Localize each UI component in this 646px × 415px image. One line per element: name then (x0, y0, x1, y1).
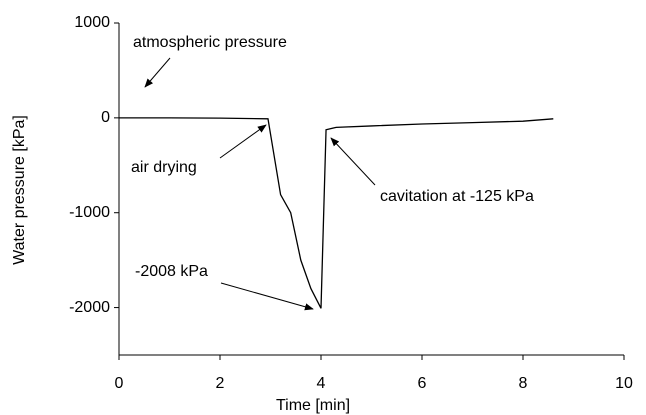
arrow (330, 137, 376, 186)
annotation: -2008 kPa (135, 263, 208, 280)
y-tick-label: 0 (101, 109, 110, 126)
x-tick-label: 2 (216, 375, 225, 392)
x-tick-label: 4 (317, 375, 326, 392)
arrow (219, 124, 267, 159)
y-tick-label: -2000 (69, 299, 110, 316)
annotation: air drying (131, 159, 197, 176)
x-tick-label: 10 (615, 375, 633, 392)
annotation: cavitation at -125 kPa (380, 188, 534, 205)
x-tick-label: 8 (519, 375, 528, 392)
data-line (119, 117, 554, 309)
annotation: atmospheric pressure (133, 34, 287, 51)
y-axis-label: Water pressure [kPa] (11, 115, 28, 265)
y-tick-label: 1000 (74, 14, 110, 31)
arrow (220, 282, 314, 311)
x-tick-label: 0 (115, 375, 124, 392)
arrow (144, 57, 171, 88)
y-tick-label: -1000 (69, 204, 110, 221)
x-tick-label: 6 (418, 375, 427, 392)
x-axis-label: Time [min] (276, 397, 350, 414)
